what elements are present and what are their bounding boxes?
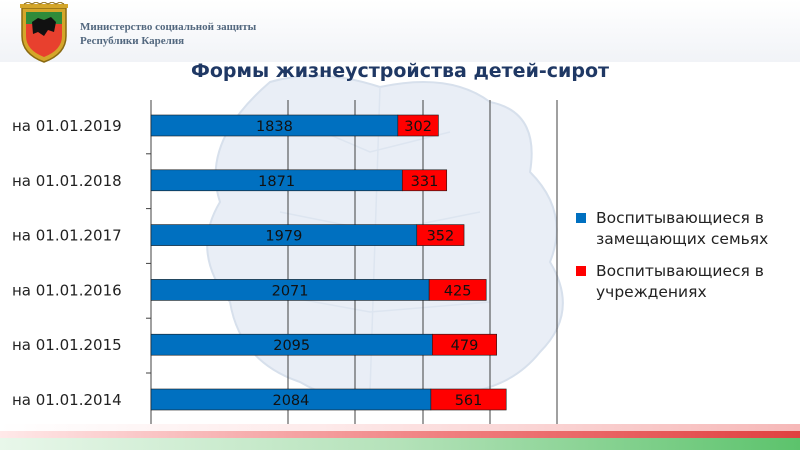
legend-swatch-family xyxy=(576,213,586,223)
karelia-emblem-icon xyxy=(20,2,68,63)
data-label-institution: 331 xyxy=(411,174,439,190)
data-label-family: 2084 xyxy=(272,393,309,409)
data-label-family: 1979 xyxy=(265,229,302,245)
legend-label-family: Воспитывающиеся в замещающих семьях xyxy=(596,209,769,248)
bar-institution xyxy=(397,114,439,137)
legend-swatch-institution xyxy=(576,266,586,276)
data-label-institution: 352 xyxy=(427,229,455,245)
data-label-institution: 561 xyxy=(455,393,483,409)
bar-institution xyxy=(432,333,497,356)
data-label-family: 1838 xyxy=(256,119,293,135)
category-label: на 01.01.2019 xyxy=(12,117,122,135)
category-label: на 01.01.2014 xyxy=(12,391,122,409)
data-label-family: 2071 xyxy=(272,283,309,299)
ministry-line-1: Министерство социальной защиты xyxy=(80,21,257,33)
bar-institution xyxy=(401,169,448,192)
bar-institution xyxy=(416,224,465,246)
chart-legend: Воспитывающиеся в замещающих семьях Восп… xyxy=(576,208,791,314)
bar-institution xyxy=(428,279,487,301)
category-label: на 01.01.2016 xyxy=(12,281,122,299)
data-label-institution: 425 xyxy=(444,283,472,299)
data-label-institution: 302 xyxy=(404,119,432,135)
legend-label-institution: Воспитывающиеся в учреждениях xyxy=(596,262,764,301)
chart-title: Формы жизнеустройства детей-сирот xyxy=(190,60,610,82)
data-label-institution: 479 xyxy=(451,338,479,354)
data-label-family: 2095 xyxy=(273,338,310,354)
category-label: на 01.01.2015 xyxy=(12,336,122,354)
ministry-name: Министерство социальной защиты Республик… xyxy=(80,20,256,48)
category-label: на 01.01.2017 xyxy=(12,227,122,245)
legend-item-institution: Воспитывающиеся в учреждениях xyxy=(576,261,791,303)
header-band xyxy=(0,0,800,62)
category-label: на 01.01.2018 xyxy=(12,172,122,190)
ministry-line-2: Республики Карелия xyxy=(80,35,185,47)
legend-item-family: Воспитывающиеся в замещающих семьях xyxy=(576,208,791,250)
footer-decoration xyxy=(0,424,800,450)
bar-institution xyxy=(430,388,507,411)
data-label-family: 1871 xyxy=(258,174,295,190)
